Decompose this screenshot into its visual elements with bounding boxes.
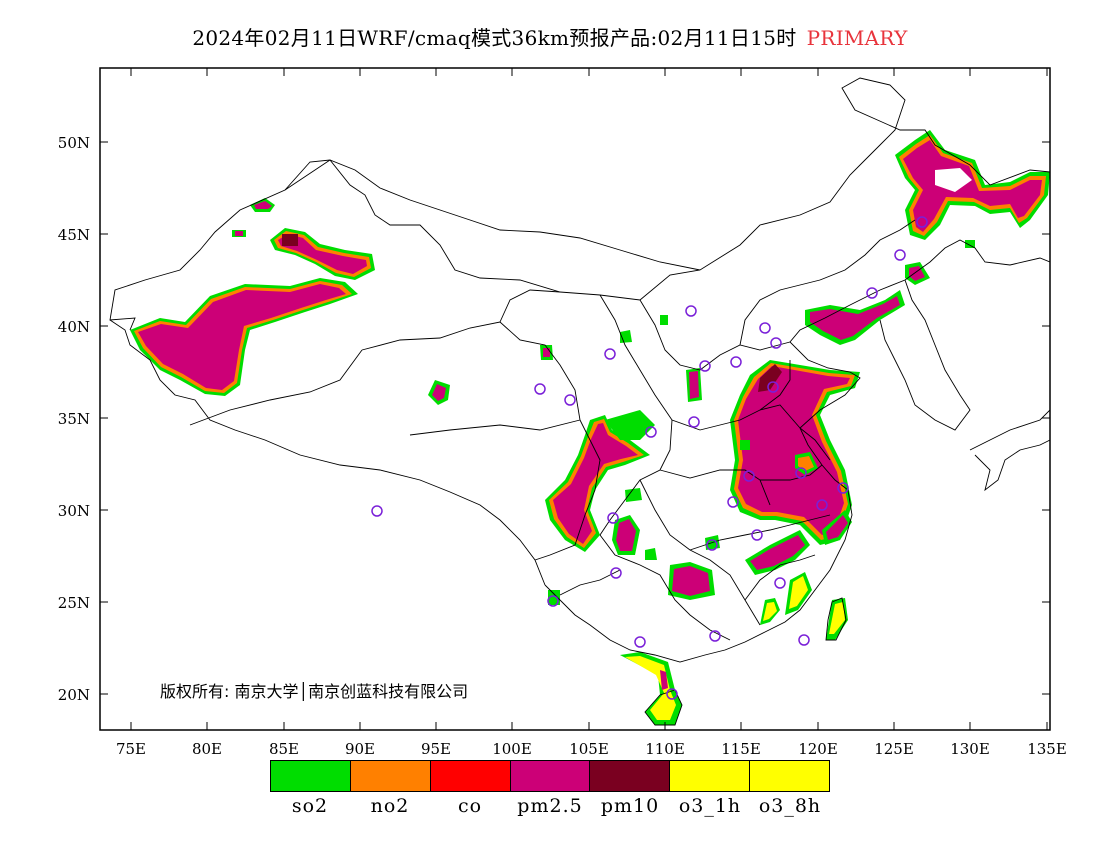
copyright-text: 版权所有: 南京大学│南京创蓝科技有限公司 xyxy=(160,681,468,701)
legend-swatch-no2 xyxy=(349,760,430,792)
legend-swatch-pm25 xyxy=(509,760,590,792)
map-frame xyxy=(99,67,1051,731)
primary-label: PRIMARY xyxy=(806,26,908,50)
lon-tick-label: 100E xyxy=(492,740,532,758)
legend-colorbar xyxy=(270,760,831,792)
legend-label-o3-1h: o3_1h xyxy=(678,795,742,817)
legend-label-no2: no2 xyxy=(370,795,410,817)
plume-south xyxy=(620,510,852,725)
lon-tick-label: 115E xyxy=(721,740,761,758)
lon-tick-label: 95E xyxy=(421,740,451,758)
lat-axis-labels: 20N 25N 30N 35N 40N 45N 50N xyxy=(58,134,90,704)
lat-tick-label: 40N xyxy=(58,318,90,336)
lon-tick-label: 130E xyxy=(950,740,990,758)
axis-ticks xyxy=(100,68,1050,730)
legend-swatch-o3-8h xyxy=(749,760,831,792)
plume-junggar xyxy=(270,228,375,280)
lon-tick-label: 90E xyxy=(345,740,375,758)
lat-tick-label: 30N xyxy=(58,502,90,520)
lon-tick-label: 75E xyxy=(116,740,146,758)
legend-swatch-o3-1h xyxy=(669,760,750,792)
legend-swatch-so2 xyxy=(270,760,350,792)
lon-tick-label: 125E xyxy=(874,740,914,758)
boundaries xyxy=(109,77,1050,726)
plume-small-north xyxy=(232,198,450,405)
pollution-plumes xyxy=(130,130,1050,725)
legend-labels: so2 no2 co pm2.5 pm10 o3_1h o3_8h xyxy=(270,795,830,817)
plume-xinjiang xyxy=(130,278,358,396)
lat-tick-label: 35N xyxy=(58,410,90,428)
legend-swatch-pm10 xyxy=(589,760,670,792)
legend-label-so2: so2 xyxy=(291,795,329,817)
lat-tick-label: 50N xyxy=(58,134,90,152)
lon-tick-label: 85E xyxy=(269,740,299,758)
lon-tick-label: 105E xyxy=(569,740,609,758)
lat-tick-label: 45N xyxy=(58,226,90,244)
lat-tick-label: 25N xyxy=(58,594,90,612)
lon-axis-labels: 75E 80E 85E 90E 95E 100E 105E 110E 115E … xyxy=(116,740,1067,758)
legend-label-pm10: pm10 xyxy=(600,795,660,817)
legend-label-pm25: pm2.5 xyxy=(517,795,583,817)
legend-swatch-co xyxy=(429,760,510,792)
plume-northeast xyxy=(895,130,1050,240)
map-title: 2024年02月11日WRF/cmaq模式36km预报产品:02月11日15时 P… xyxy=(0,22,1100,51)
legend-label-co: co xyxy=(457,795,483,817)
plume-sichuan xyxy=(545,415,650,552)
lat-tick-label: 20N xyxy=(58,686,90,704)
lon-tick-label: 135E xyxy=(1027,740,1067,758)
lon-tick-label: 80E xyxy=(192,740,222,758)
legend-label-o3-8h: o3_8h xyxy=(758,795,822,817)
lon-tick-label: 120E xyxy=(798,740,838,758)
title-text: 2024年02月11日WRF/cmaq模式36km预报产品:02月11日15时 xyxy=(192,26,797,50)
plume-scattered xyxy=(540,240,975,605)
monitoring-stations xyxy=(371,216,928,700)
lon-tick-label: 110E xyxy=(645,740,685,758)
map-content xyxy=(109,77,1050,726)
